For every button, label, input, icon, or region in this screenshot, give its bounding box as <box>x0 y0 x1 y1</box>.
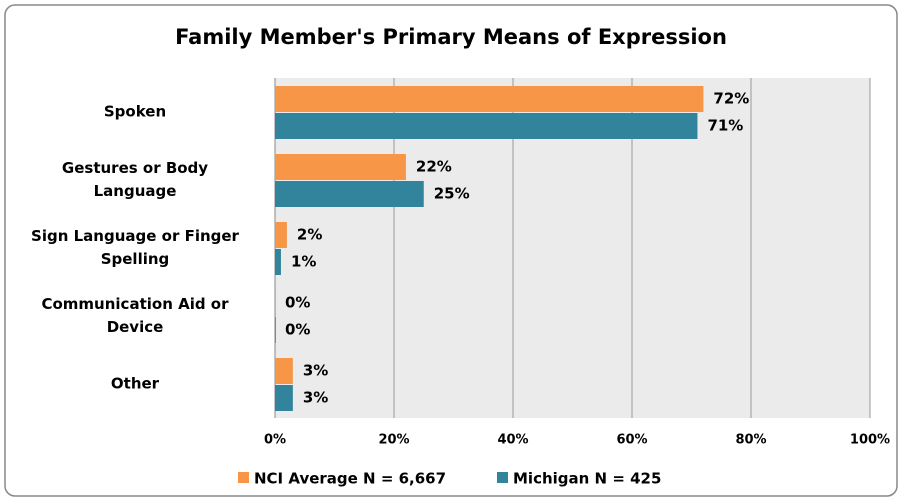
data-label: 3% <box>303 389 328 407</box>
data-label: 3% <box>303 362 328 380</box>
bar <box>275 249 281 275</box>
y-tick-label: Gestures or Body Language <box>61 159 209 200</box>
data-label: 2% <box>297 226 322 244</box>
bar <box>275 358 293 384</box>
bar <box>275 222 287 248</box>
x-tick-label: 20% <box>378 433 409 448</box>
y-tick-label: Spoken <box>103 102 167 121</box>
legend-swatch <box>497 472 508 483</box>
y-tick-label: Other <box>110 374 160 393</box>
x-tick-label: 80% <box>735 433 766 448</box>
legend-swatch <box>238 472 249 483</box>
bar <box>275 86 704 112</box>
y-tick-label: Communication Aid or Device <box>41 295 229 336</box>
bar <box>275 113 698 139</box>
data-label: 25% <box>434 185 470 203</box>
data-label: 22% <box>416 158 452 176</box>
x-tick-label: 100% <box>850 433 890 448</box>
bar <box>275 385 293 411</box>
bar <box>275 181 424 207</box>
data-label: 0% <box>285 294 310 312</box>
bar <box>275 290 276 316</box>
legend-label: Michigan N = 425 <box>513 470 661 488</box>
legend-label: NCI Average N = 6,667 <box>254 470 446 488</box>
data-label: 71% <box>707 117 743 135</box>
data-label: 72% <box>713 90 749 108</box>
x-tick-label: 60% <box>616 433 647 448</box>
bar <box>275 154 406 180</box>
x-tick-label: 0% <box>264 433 286 448</box>
data-label: 1% <box>291 253 316 271</box>
y-tick-label: Sign Language or Finger Spelling <box>31 227 239 268</box>
bar <box>275 317 276 343</box>
x-tick-label: 40% <box>497 433 528 448</box>
chart-title: Family Member's Primary Means of Express… <box>175 25 727 49</box>
data-label: 0% <box>285 321 310 339</box>
